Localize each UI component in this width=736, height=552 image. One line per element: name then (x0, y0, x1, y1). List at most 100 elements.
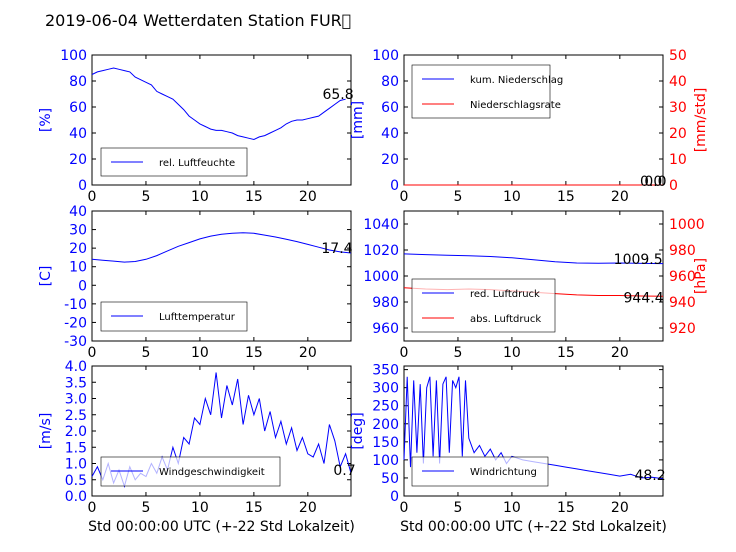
y-tick-label-right: 940 (669, 295, 696, 311)
x-tick-label: 10 (191, 345, 209, 361)
series-line-pressure-0 (403, 253, 664, 265)
y-axis-label: [mm] (350, 101, 366, 139)
y-axis-label-right: [mm/std] (693, 88, 709, 153)
y-tick-label: 0.5 (65, 473, 87, 489)
y-tick-label: -30 (64, 334, 87, 350)
legend-label: abs. Luftdruck (470, 314, 541, 325)
legend-label: kum. Niederschlag (470, 75, 563, 86)
x-tick-label: 15 (245, 345, 263, 361)
annotation-value: 1009.5 (614, 252, 663, 268)
y-tick-label: 20 (69, 241, 87, 257)
y-tick-label-right: 30 (669, 100, 687, 116)
y-axis-label: [deg] (350, 412, 366, 449)
y-tick-label: -10 (64, 297, 87, 313)
y-tick-label: 80 (381, 74, 399, 90)
annotation-value: 65.8 (322, 87, 353, 103)
y-tick-label: 20 (69, 152, 87, 168)
x-tick-label: 0 (400, 500, 409, 516)
y-tick-label: 980 (372, 295, 399, 311)
legend-label: red. Luftdruck (470, 289, 540, 300)
y-tick-label: 2.0 (65, 424, 87, 440)
x-tick-label: 5 (453, 500, 462, 516)
y-tick-label: 40 (69, 126, 87, 142)
y-tick-label: -20 (64, 315, 87, 331)
chart-precipitation: 0 5 10 15 20 0 20 40 60 80 100 0 10 20 30 40 50 [mm] [mm/s… (350, 48, 709, 205)
x-tick-label: 5 (453, 189, 462, 205)
annotation-value: 48.2 (634, 468, 665, 484)
x-tick-label: 10 (191, 500, 209, 516)
plot-frame (91, 210, 352, 342)
chart-temperature: 0 5 10 15 20 -30 -20 -10 0 10 20 30 40 [C] 17.4 Lufttem… (38, 204, 353, 361)
y-tick-label: 0.0 (65, 489, 87, 505)
y-tick-label: 300 (372, 381, 399, 397)
x-tick-label: 10 (503, 345, 521, 361)
y-tick-label: 1.5 (65, 440, 87, 456)
x-tick-label: 15 (557, 189, 575, 205)
legend-label: Niederschlagsrate (470, 100, 561, 111)
y-tick-label: 60 (381, 100, 399, 116)
y-tick-label: 1040 (363, 217, 399, 233)
y-tick-label: 1020 (363, 243, 399, 259)
y-tick-label-right: 20 (669, 126, 687, 142)
y-tick-label: 0 (390, 489, 399, 505)
y-tick-label: 40 (69, 204, 87, 220)
y-tick-label: 40 (381, 126, 399, 142)
y-axis-label: [%] (38, 108, 54, 132)
series-line-temperature-0 (91, 232, 352, 263)
y-tick-label: 30 (69, 223, 87, 239)
x-tick-label: 20 (611, 500, 629, 516)
y-tick-label-right: 10 (669, 152, 687, 168)
y-tick-label: 0 (78, 178, 87, 194)
plot-frame (403, 365, 664, 497)
annotation-value: 944.4 (624, 290, 664, 306)
y-tick-label: 100 (372, 48, 399, 64)
chart-pressure: 0 5 10 15 20 960 980 1000 1020 1040 920 940 960 980 10… (363, 210, 709, 361)
x-tick-label: 20 (299, 189, 317, 205)
figure-title: 2019-06-04 Wetterdaten Station FUR  (45, 11, 351, 30)
y-tick-label: 3.5 (65, 375, 87, 391)
x-tick-label: 0 (88, 345, 97, 361)
x-tick-label: 0 (400, 189, 409, 205)
y-tick-label-right: 50 (669, 48, 687, 64)
legend-label: rel. Luftfeuchte (159, 158, 235, 169)
annotation-value: 17.4 (321, 241, 352, 257)
y-tick-label: 100 (372, 453, 399, 469)
x-tick-label: 0 (88, 189, 97, 205)
x-tick-label: 0 (88, 500, 97, 516)
y-tick-label: 1.0 (65, 457, 87, 473)
y-tick-label: 0 (390, 178, 399, 194)
y-tick-label-right: 920 (669, 321, 696, 337)
annotation-value: 0.7 (333, 463, 355, 479)
x-tick-label: 5 (141, 345, 150, 361)
x-axis-label: Std 00:00:00 UTC (+-22 Std Lokalzeit) (400, 519, 667, 535)
x-axis-label: Std 00:00:00 UTC (+-22 Std Lokalzeit) (88, 519, 355, 535)
y-tick-label: 60 (69, 100, 87, 116)
y-tick-label: 4.0 (65, 359, 87, 375)
y-tick-label-right: 40 (669, 74, 687, 90)
y-tick-label-right: 960 (669, 269, 696, 285)
x-tick-label: 20 (611, 345, 629, 361)
x-tick-label: 15 (245, 189, 263, 205)
y-tick-label-right: 1000 (669, 217, 705, 233)
legend-label: Windrichtung (470, 467, 537, 478)
y-axis-label-right: [hPa] (693, 258, 709, 294)
x-tick-label: 5 (453, 345, 462, 361)
legend-label: Lufttemperatur (159, 312, 236, 323)
y-axis-label: [m/s] (38, 413, 54, 450)
y-tick-label: 350 (372, 363, 399, 379)
x-tick-label: 10 (503, 189, 521, 205)
y-tick-label-right: 0 (669, 178, 678, 194)
chart-wind_speed: 0 5 10 15 20 0.00.51.01.52.02.53.03.54.0 [m/s]… (38, 359, 356, 535)
y-tick-label: 200 (372, 417, 399, 433)
y-tick-label: 2.5 (65, 408, 87, 424)
plot-frame (91, 54, 352, 186)
y-tick-label: 0 (78, 278, 87, 294)
y-tick-label: 10 (69, 260, 87, 276)
y-tick-label-right: 980 (669, 243, 696, 259)
chart-humidity: 0 5 10 15 20 0 20 40 60 80 100 [%] 65.8 rel. Luftfeuc… (38, 48, 354, 205)
x-tick-label: 5 (141, 189, 150, 205)
y-tick-label: 1000 (363, 269, 399, 285)
series-line-wind_direction-0 (403, 376, 664, 480)
y-tick-label: 960 (372, 321, 399, 337)
